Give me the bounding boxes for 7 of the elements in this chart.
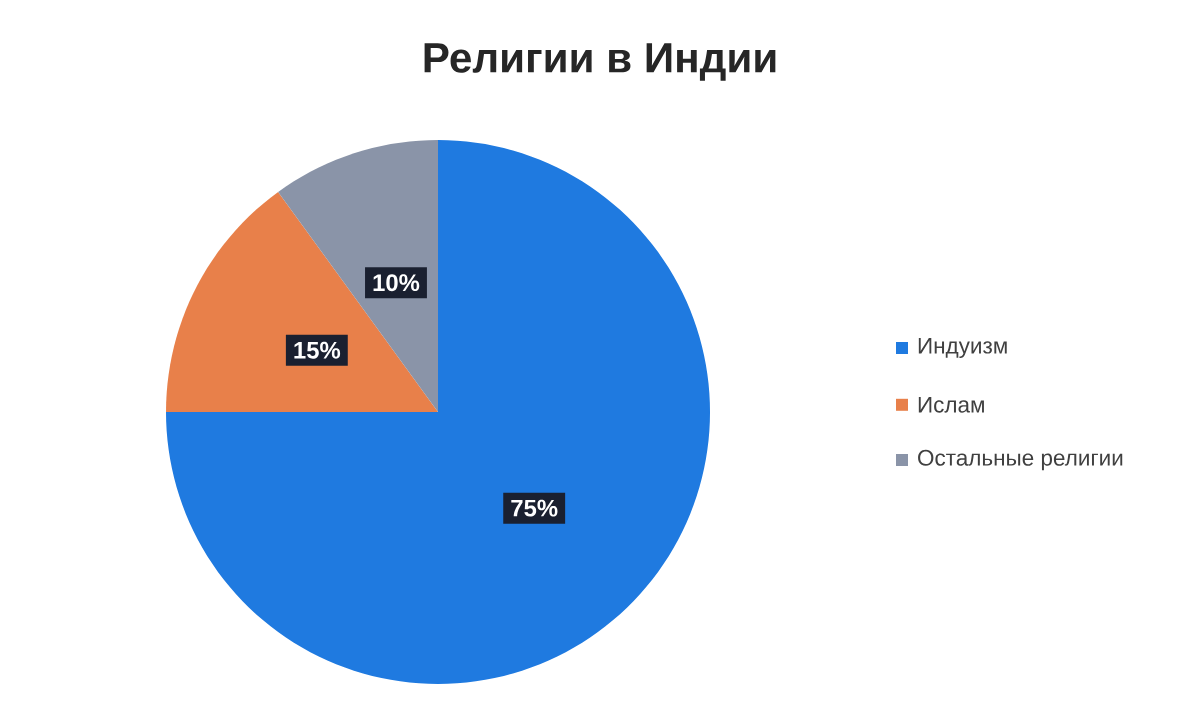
data-label: 75% [511, 499, 558, 517]
legend-label: Индуизм [918, 337, 1007, 359]
legend-label: Ислам [918, 396, 984, 413]
legend-label: Остальные религии [918, 449, 1123, 471]
data-label: 15% [294, 341, 341, 359]
data-label: 10% [373, 274, 420, 292]
chart-title: Религии в Индии [424, 43, 776, 81]
